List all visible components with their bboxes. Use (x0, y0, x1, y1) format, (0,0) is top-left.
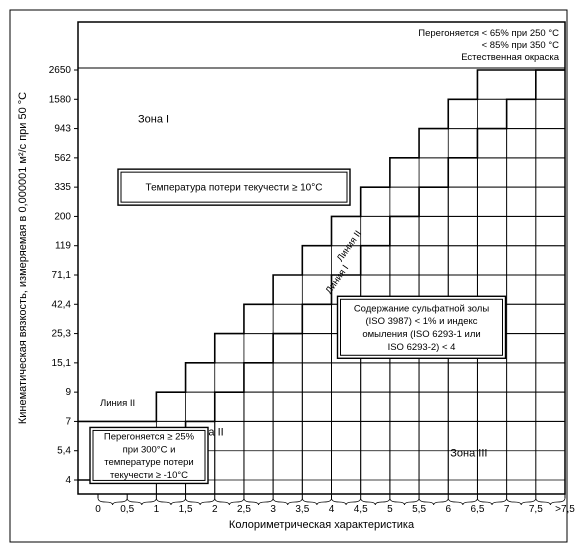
plot-border (78, 22, 565, 494)
x-tick-label: 2 (212, 504, 218, 515)
x-tick-label: 0,5 (120, 504, 134, 515)
y-tick-label: 335 (54, 182, 71, 193)
x-tick-label: 3,5 (295, 504, 309, 515)
y-tick-label: 119 (55, 241, 71, 252)
x-tick-label: 4,5 (354, 504, 368, 515)
bottom-left-box-text: при 300°С и (123, 444, 176, 455)
x-tick-label: 1,5 (179, 504, 193, 515)
bottom-left-box-text: Перегоняется ≥ 25% (104, 432, 195, 443)
y-tick-label: 15,1 (52, 358, 72, 369)
bottom-left-box-text: температуре потери (104, 457, 194, 468)
header-line: Естественная окраска (461, 52, 560, 63)
line2-callout: Линия II (335, 229, 364, 264)
x-tick-label: 6,5 (470, 504, 484, 515)
right-box-text: Содержание сульфатной золы (354, 303, 490, 314)
zone1-label: Зона I (138, 114, 169, 126)
x-tick-label: 6 (445, 504, 451, 515)
line1-callout: Линия I (324, 263, 352, 296)
x-tick-label: 2,5 (237, 504, 251, 515)
x-tick-label: >7,5 (555, 504, 575, 515)
y-tick-label: 4 (65, 475, 71, 486)
y-tick-label: 7 (65, 416, 71, 427)
x-tick-label: 7 (504, 504, 510, 515)
x-tick-label: 1 (154, 504, 160, 515)
x-tick-label: 5 (387, 504, 393, 515)
line2-label-bottom: Линия II (100, 398, 135, 409)
bottom-left-box-text: текучести ≥ -10°С (110, 470, 188, 481)
x-tick-label: 7,5 (529, 504, 543, 515)
y-tick-label: 9 (65, 387, 71, 398)
right-box-text: ISO 6293-2) < 4 (388, 342, 456, 353)
y-axis-label: Кинематическая вязкость, измеряемая в 0,… (17, 92, 29, 424)
x-tick-label: 4 (329, 504, 335, 515)
zone3-label: Зона III (450, 448, 487, 460)
y-tick-label: 1580 (49, 94, 72, 105)
y-tick-label: 5,4 (57, 446, 71, 457)
x-axis-label: Колориметрическая характеристика (229, 519, 415, 531)
header-line: Перегоняется < 65% при 250 °С (418, 28, 559, 39)
header-line: < 85% при 350 °С (482, 40, 560, 51)
right-box-text: омыления (ISO 6293-1 или (362, 329, 480, 340)
y-tick-label: 2650 (49, 65, 72, 76)
x-tick-label: 5,5 (412, 504, 426, 515)
y-tick-label: 943 (54, 124, 71, 135)
y-tick-label: 42,4 (52, 299, 72, 310)
y-tick-label: 200 (54, 211, 71, 222)
viscosity-colorimetric-chart: Перегоняется < 65% при 250 °С< 85% при 3… (0, 0, 577, 552)
x-tick-label: 0 (95, 504, 101, 515)
right-box-text: (ISO 3987) < 1% и индекс (365, 316, 477, 327)
x-tick-label: 3 (270, 504, 276, 515)
y-tick-label: 71,1 (52, 270, 72, 281)
y-tick-label: 25,3 (52, 329, 72, 340)
y-tick-label: 562 (54, 153, 71, 164)
top-box-text: Температура потери текучести ≥ 10°С (146, 183, 323, 194)
